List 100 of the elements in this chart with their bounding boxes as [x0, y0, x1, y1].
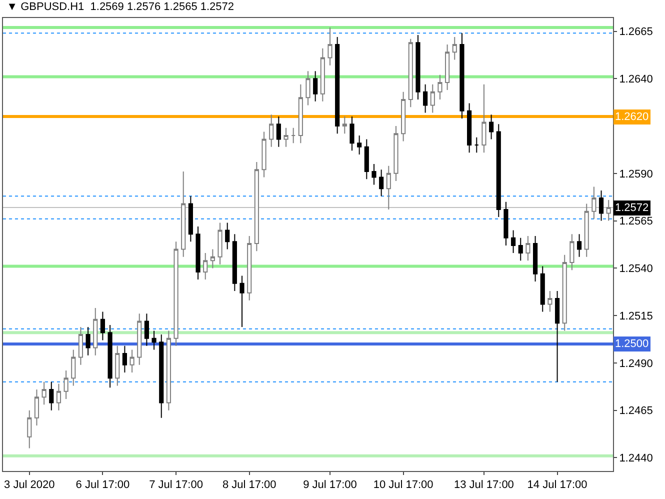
candlestick	[188, 196, 193, 242]
candlestick	[291, 127, 296, 144]
y-tick-label: 1.2515	[619, 310, 653, 322]
candlestick	[606, 199, 611, 222]
candlestick	[108, 324, 112, 388]
x-tick-label: 7 Jul 17:00	[149, 479, 203, 492]
candlestick	[342, 116, 347, 134]
candlestick	[196, 226, 200, 280]
candlestick	[262, 131, 266, 178]
candlestick	[152, 330, 156, 350]
candlestick	[320, 48, 325, 102]
candlestick	[247, 235, 252, 301]
candlestick	[313, 70, 318, 102]
candlestick	[27, 410, 32, 449]
candlestick	[284, 127, 288, 148]
candlestick	[532, 235, 538, 282]
candlestick	[328, 26, 332, 66]
candlestick	[56, 383, 62, 411]
candlestick	[203, 252, 208, 280]
y-tick-label: 1.2590	[619, 168, 653, 180]
candlestick	[554, 290, 560, 382]
y-tick-label: 1.2665	[619, 26, 653, 38]
candlestick	[562, 254, 567, 332]
candlestick	[64, 370, 68, 400]
candlestick	[232, 234, 237, 292]
candlestick	[122, 345, 127, 373]
candlestick	[240, 275, 244, 328]
candlestick	[159, 334, 164, 418]
candlestick	[100, 311, 106, 341]
candlestick	[489, 114, 494, 140]
candlestick	[518, 237, 523, 262]
candlestick	[174, 241, 178, 346]
candlestick	[130, 349, 134, 373]
ref-line-label: 1.2572	[615, 202, 649, 214]
candlestick	[49, 381, 54, 411]
candlestick	[298, 84, 303, 144]
candlestick	[181, 171, 186, 258]
candlestick	[93, 308, 98, 356]
candlestick	[42, 381, 46, 406]
x-tick-label: 9 Jul 17:00	[303, 479, 357, 492]
candlestick	[598, 190, 604, 222]
y-tick-label: 1.2565	[619, 216, 653, 228]
candlestick	[592, 186, 596, 220]
candlestick	[416, 34, 420, 100]
candlestick	[452, 36, 457, 60]
y-tick-label: 1.2490	[619, 358, 653, 370]
candlestick	[540, 266, 545, 312]
candlestick	[504, 201, 508, 246]
candlestick	[254, 162, 259, 252]
x-tick-label: 8 Jul 17:00	[222, 479, 276, 492]
x-tick-label: 3 Jul 2020	[4, 479, 55, 492]
candlestick	[526, 235, 530, 262]
candlestick	[379, 169, 384, 197]
candlestick	[394, 126, 398, 182]
candlestick	[115, 345, 120, 386]
candlestick	[401, 91, 406, 142]
candlestick	[137, 313, 142, 366]
chart-title: ▼ GBPUSD.H1 1.2569 1.2576 1.2565 1.2572	[6, 1, 234, 14]
y-tick-label: 1.2440	[619, 452, 653, 465]
candlestick	[225, 222, 230, 250]
ref-line-label: 1.2620	[615, 111, 649, 123]
candlestick	[460, 32, 464, 119]
candlestick	[438, 74, 442, 100]
candlestick	[364, 138, 369, 180]
candlestick	[467, 102, 472, 154]
candlestick	[496, 124, 501, 218]
ref-line-label: 1.2500	[615, 338, 649, 350]
candlestick	[570, 234, 574, 271]
y-tick-label: 1.2640	[619, 74, 653, 86]
candlestick	[584, 203, 589, 258]
candlestick	[430, 84, 435, 114]
candlestick	[276, 116, 281, 148]
candlestick	[71, 349, 76, 386]
candlestick	[474, 136, 479, 154]
candlestick	[218, 222, 222, 265]
candlestick	[166, 330, 171, 411]
candlestick	[357, 135, 362, 155]
candlestick	[386, 165, 391, 210]
candlestick	[372, 163, 376, 186]
x-tick-label: 6 Jul 17:00	[76, 479, 130, 492]
x-tick-label: 10 Jul 17:00	[373, 479, 434, 492]
candlestick	[548, 290, 552, 312]
candlestick	[445, 44, 450, 91]
candlestick	[306, 70, 310, 106]
candlestick	[78, 326, 84, 366]
candlestick	[482, 84, 486, 154]
candlestick	[210, 248, 215, 269]
candlestick	[34, 389, 40, 426]
candlestick	[335, 36, 340, 134]
candlestick	[408, 38, 413, 108]
candlestick	[350, 116, 354, 152]
candlestick	[269, 114, 274, 148]
candlestick	[423, 84, 428, 114]
x-tick-label: 13 Jul 17:00	[454, 479, 514, 492]
y-tick-label: 1.2465	[619, 405, 653, 418]
candlestick	[576, 234, 582, 258]
x-tick-label: 14 Jul 17:00	[527, 479, 588, 492]
y-tick-label: 1.2540	[619, 263, 653, 276]
candlestick	[144, 313, 149, 346]
candlestick	[86, 326, 90, 356]
